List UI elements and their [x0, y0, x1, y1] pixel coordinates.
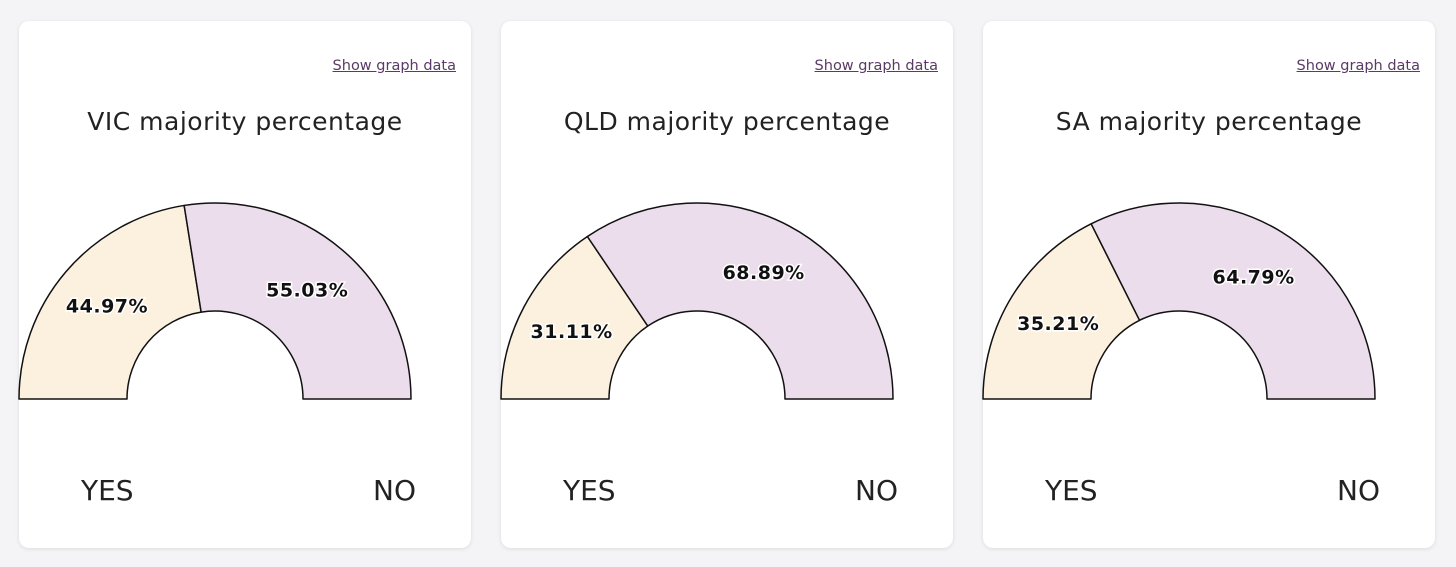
- value-label-yes: 35.21%: [1017, 313, 1099, 335]
- category-label-yes: YES: [81, 474, 134, 507]
- category-label-no: NO: [373, 474, 416, 507]
- category-label-no: NO: [1337, 474, 1380, 507]
- gauge-chart-sa: 35.21% 64.79%: [982, 202, 1376, 400]
- gauge-chart-qld: 31.11% 68.89%: [500, 202, 894, 400]
- gauge-chart-vic: 44.97% 55.03%: [18, 202, 412, 400]
- chart-title: QLD majority percentage: [563, 107, 891, 136]
- value-label-no: 68.89%: [723, 262, 805, 284]
- value-label-no: 64.79%: [1213, 267, 1295, 289]
- show-graph-data-link[interactable]: Show graph data: [332, 58, 456, 74]
- value-label-no: 55.03%: [266, 279, 348, 301]
- gauge-segment-yes[interactable]: [18, 204, 202, 400]
- chart-title: SA majority percentage: [1055, 107, 1363, 136]
- gauge-segment-yes[interactable]: [982, 223, 1141, 400]
- gauge-segment-no[interactable]: [586, 202, 894, 400]
- gauge-segment-no[interactable]: [183, 202, 412, 400]
- chart-card-vic: Show graph data VIC majority percentage …: [18, 21, 471, 548]
- chart-title: VIC majority percentage: [87, 107, 403, 136]
- chart-card-sa: Show graph data SA majority percentage 3…: [982, 21, 1435, 548]
- show-graph-data-link[interactable]: Show graph data: [1296, 58, 1420, 74]
- category-label-no: NO: [855, 474, 898, 507]
- category-label-yes: YES: [1045, 474, 1098, 507]
- gauge-segment-yes[interactable]: [500, 235, 649, 400]
- value-label-yes: 31.11%: [531, 321, 613, 343]
- value-label-yes: 44.97%: [66, 295, 148, 317]
- gauge-segment-no[interactable]: [1090, 202, 1376, 400]
- chart-card-qld: Show graph data QLD majority percentage …: [500, 21, 953, 548]
- category-label-yes: YES: [563, 474, 616, 507]
- show-graph-data-link[interactable]: Show graph data: [814, 58, 938, 74]
